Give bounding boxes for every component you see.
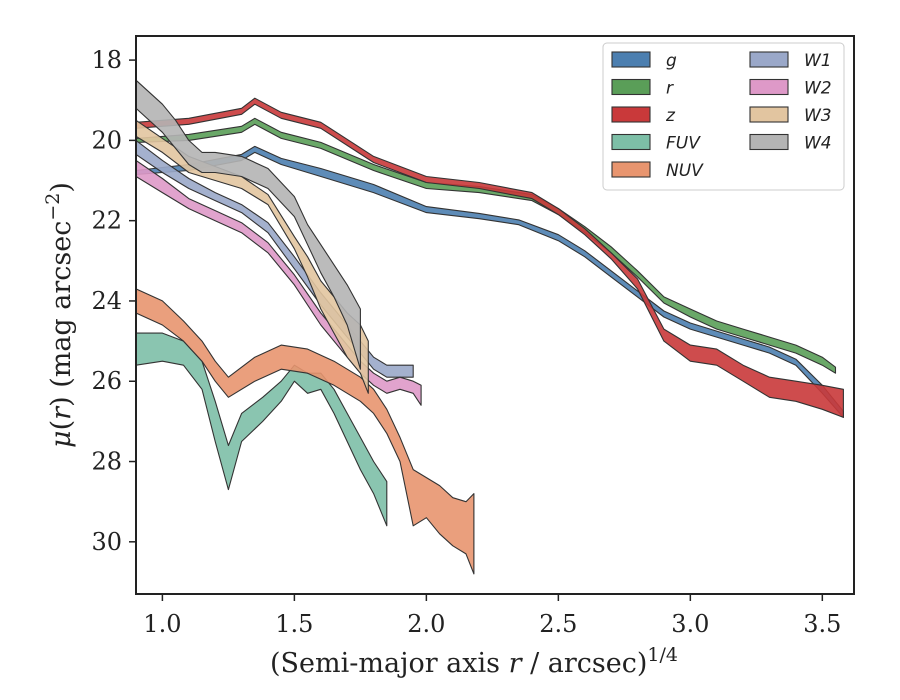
y-tick-label: 30 <box>91 528 122 556</box>
svg-text:(Semi-major axis r / arcsec)1/: (Semi-major axis r / arcsec)1/4 <box>270 644 678 679</box>
x-tick-label: 3.5 <box>803 610 841 638</box>
band-w3 <box>136 119 369 394</box>
x-tick-label: 2.0 <box>407 610 445 638</box>
band-w2 <box>136 159 422 406</box>
band-w4 <box>136 79 361 370</box>
plot-frame <box>135 35 855 595</box>
x-axis: 1.0 1.5 2.0 2.5 3.0 3.5 <box>143 594 841 638</box>
legend-item-fuv: FUV <box>611 134 701 154</box>
svg-text:NUV: NUV <box>666 161 704 181</box>
y-tick-label: 22 <box>91 207 122 235</box>
y-tick-label: 28 <box>91 448 122 476</box>
band-nuv <box>136 288 475 575</box>
y-tick-label: 26 <box>91 367 122 395</box>
band-w1 <box>136 139 414 378</box>
svg-text:μ(r) (mag arcsec−2): μ(r) (mag arcsec−2) <box>42 182 77 448</box>
y-tick-label: 24 <box>91 287 122 315</box>
x-tick-label: 1.0 <box>143 610 181 638</box>
svg-text:W3: W3 <box>804 106 832 126</box>
legend-item-w4: W4 <box>749 134 832 154</box>
legend-item-nuv: NUV <box>611 161 704 181</box>
legend-item-z: z <box>611 106 676 126</box>
legend-item-w3: W3 <box>749 106 832 126</box>
x-tick-label: 1.5 <box>275 610 313 638</box>
svg-text:FUV: FUV <box>666 134 701 154</box>
svg-text:W2: W2 <box>804 79 832 99</box>
legend-item-w1: W1 <box>749 51 832 71</box>
y-axis: 18 20 22 24 26 28 30 <box>91 46 136 556</box>
svg-text:r: r <box>666 79 674 99</box>
svg-text:z: z <box>665 106 676 126</box>
legend-item-r: r <box>611 79 674 99</box>
legend: grz FUV NUV W1 W2 W3 W4 <box>602 42 845 191</box>
y-axis-label: μ(r) (mag arcsec−2) <box>42 182 77 448</box>
y-tick-label: 20 <box>91 126 122 154</box>
x-tick-label: 3.0 <box>671 610 709 638</box>
x-tick-label: 2.5 <box>539 610 577 638</box>
y-tick-label: 18 <box>91 46 122 74</box>
x-axis-label: (Semi-major axis r / arcsec)1/4 <box>270 644 678 679</box>
legend-item-w2: W2 <box>749 79 832 99</box>
band-z <box>136 97 844 418</box>
svg-text:W4: W4 <box>804 134 832 154</box>
bands-layer <box>136 79 844 575</box>
svg-text:g: g <box>666 51 677 71</box>
legend-item-g: g <box>611 51 677 71</box>
svg-text:W1: W1 <box>804 51 832 71</box>
